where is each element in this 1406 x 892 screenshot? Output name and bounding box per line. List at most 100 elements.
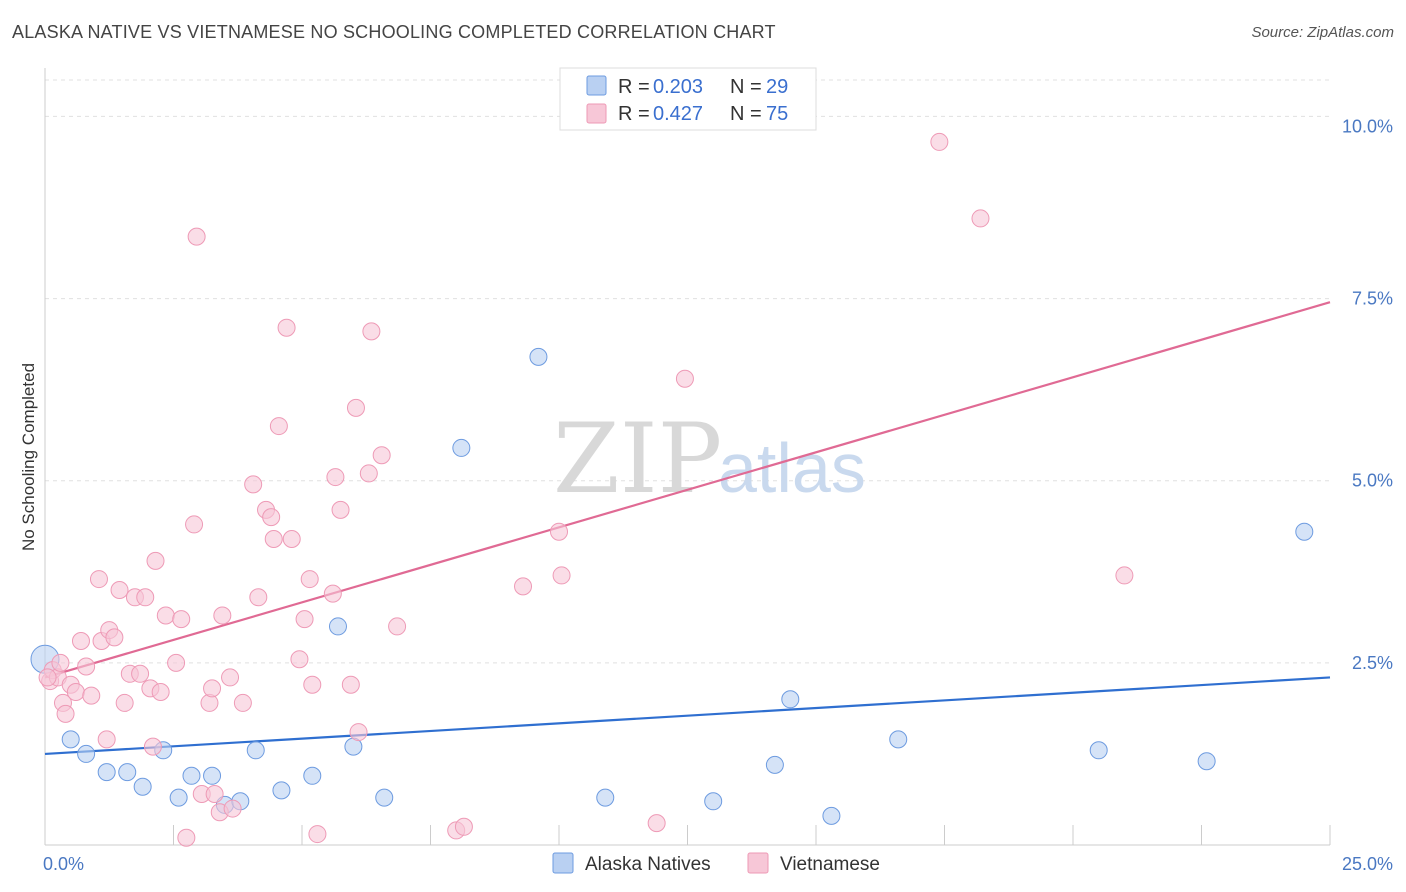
watermark-zip: ZIP bbox=[553, 403, 722, 515]
point-vietnamese bbox=[372, 446, 391, 465]
watermark: ZIP atlas bbox=[553, 403, 866, 515]
point-vietnamese bbox=[308, 825, 327, 844]
point-vietnamese bbox=[221, 668, 240, 687]
point-alaska-natives bbox=[169, 788, 188, 807]
point-vietnamese bbox=[675, 369, 694, 388]
point-vietnamese bbox=[282, 530, 301, 548]
legend-swatch-alaska bbox=[586, 75, 607, 96]
bottom-legend-swatch-alaska bbox=[552, 852, 574, 874]
point-vietnamese bbox=[331, 500, 350, 519]
point-vietnamese bbox=[454, 817, 473, 836]
point-vietnamese bbox=[187, 227, 206, 246]
point-vietnamese bbox=[213, 606, 232, 625]
point-alaska-natives bbox=[246, 741, 265, 760]
points-layer bbox=[30, 132, 1314, 847]
point-vietnamese bbox=[244, 475, 263, 494]
point-vietnamese bbox=[89, 570, 108, 589]
point-alaska-natives bbox=[889, 730, 908, 749]
legend-n-value-alaska: 29 bbox=[766, 76, 788, 98]
point-vietnamese bbox=[131, 664, 150, 683]
point-alaska-natives bbox=[781, 690, 800, 709]
point-vietnamese bbox=[264, 530, 283, 548]
point-vietnamese bbox=[249, 588, 268, 607]
point-vietnamese bbox=[550, 522, 568, 541]
point-alaska-natives bbox=[118, 763, 137, 782]
point-alaska-natives bbox=[203, 766, 222, 785]
point-alaska-natives bbox=[452, 438, 471, 457]
point-vietnamese bbox=[300, 570, 319, 589]
chart-source: Source: ZipAtlas.com bbox=[1251, 24, 1394, 41]
x-tick-label-max: 25.0% bbox=[1342, 854, 1393, 874]
trend-line-vietnamese bbox=[44, 301, 1331, 679]
point-vietnamese bbox=[156, 606, 175, 625]
legend-n-value-vietnamese: 75 bbox=[766, 103, 788, 125]
point-vietnamese bbox=[388, 617, 407, 636]
point-vietnamese bbox=[303, 675, 322, 694]
bottom-legend-label-alaska: Alaska Natives bbox=[585, 854, 711, 875]
point-vietnamese bbox=[295, 610, 314, 629]
point-vietnamese bbox=[269, 417, 288, 436]
bottom-legend: Alaska Natives Vietnamese bbox=[552, 852, 880, 875]
point-vietnamese bbox=[167, 653, 186, 672]
point-alaska-natives bbox=[704, 792, 723, 811]
y-tick-label: 5.0% bbox=[1352, 471, 1393, 491]
y-axis-label: No Schooling Completed bbox=[19, 363, 38, 551]
point-alaska-natives bbox=[182, 766, 201, 785]
trend-line-alaska-natives bbox=[44, 676, 1331, 756]
point-vietnamese bbox=[971, 209, 990, 228]
chart-title: ALASKA NATIVE VS VIETNAMESE NO SCHOOLING… bbox=[12, 22, 776, 42]
point-alaska-natives bbox=[822, 806, 841, 825]
legend-r-label-vietnamese: R = bbox=[618, 103, 650, 125]
legend-r-value-vietnamese: 0.427 bbox=[653, 103, 703, 125]
point-vietnamese bbox=[51, 653, 70, 672]
point-alaska-natives bbox=[529, 347, 548, 366]
axis-layer: 2.5% 5.0% 7.5% 10.0% 0.0% 25.0% bbox=[43, 68, 1393, 874]
point-vietnamese bbox=[362, 322, 381, 341]
y-tick-label: 7.5% bbox=[1352, 289, 1393, 309]
point-alaska-natives bbox=[272, 781, 291, 800]
legend-r-label-alaska: R = bbox=[618, 76, 650, 98]
point-vietnamese bbox=[203, 679, 222, 698]
point-alaska-natives bbox=[596, 788, 615, 807]
point-vietnamese bbox=[323, 584, 342, 603]
legend-n-label-vietnamese: N = bbox=[730, 103, 762, 125]
point-vietnamese bbox=[359, 464, 378, 483]
y-tick-label: 2.5% bbox=[1352, 653, 1393, 673]
point-vietnamese bbox=[552, 566, 571, 585]
point-alaska-natives bbox=[61, 730, 80, 749]
legend-swatch-vietnamese bbox=[586, 103, 607, 124]
point-vietnamese bbox=[177, 828, 196, 847]
point-vietnamese bbox=[290, 650, 309, 669]
point-vietnamese bbox=[233, 693, 252, 712]
point-vietnamese bbox=[136, 588, 155, 607]
legend-r-value-alaska: 0.203 bbox=[653, 76, 703, 98]
point-vietnamese bbox=[97, 730, 116, 749]
point-alaska-natives bbox=[1089, 741, 1108, 760]
point-vietnamese bbox=[143, 737, 162, 756]
y-tick-label: 10.0% bbox=[1342, 116, 1393, 136]
point-vietnamese bbox=[151, 683, 170, 701]
point-vietnamese bbox=[185, 515, 204, 534]
point-alaska-natives bbox=[328, 617, 347, 636]
point-alaska-natives bbox=[97, 763, 116, 782]
point-vietnamese bbox=[82, 686, 101, 705]
x-tick-label-min: 0.0% bbox=[43, 854, 84, 874]
point-vietnamese bbox=[110, 581, 129, 599]
point-alaska-natives bbox=[303, 766, 322, 785]
point-vietnamese bbox=[38, 668, 57, 687]
point-vietnamese bbox=[172, 610, 191, 629]
point-vietnamese bbox=[930, 132, 949, 151]
top-legend: R = 0.203 N = 29 R = 0.427 N = 75 bbox=[559, 67, 817, 131]
point-vietnamese bbox=[77, 657, 96, 676]
point-vietnamese bbox=[66, 683, 85, 701]
bottom-legend-label-vietnamese: Vietnamese bbox=[780, 854, 880, 875]
point-vietnamese bbox=[326, 468, 345, 487]
point-vietnamese bbox=[146, 551, 165, 570]
point-vietnamese bbox=[223, 799, 242, 818]
bottom-legend-swatch-vietnamese bbox=[747, 852, 769, 874]
point-vietnamese bbox=[262, 508, 281, 527]
point-vietnamese bbox=[341, 675, 360, 694]
point-vietnamese bbox=[349, 723, 368, 742]
point-vietnamese bbox=[56, 704, 75, 723]
